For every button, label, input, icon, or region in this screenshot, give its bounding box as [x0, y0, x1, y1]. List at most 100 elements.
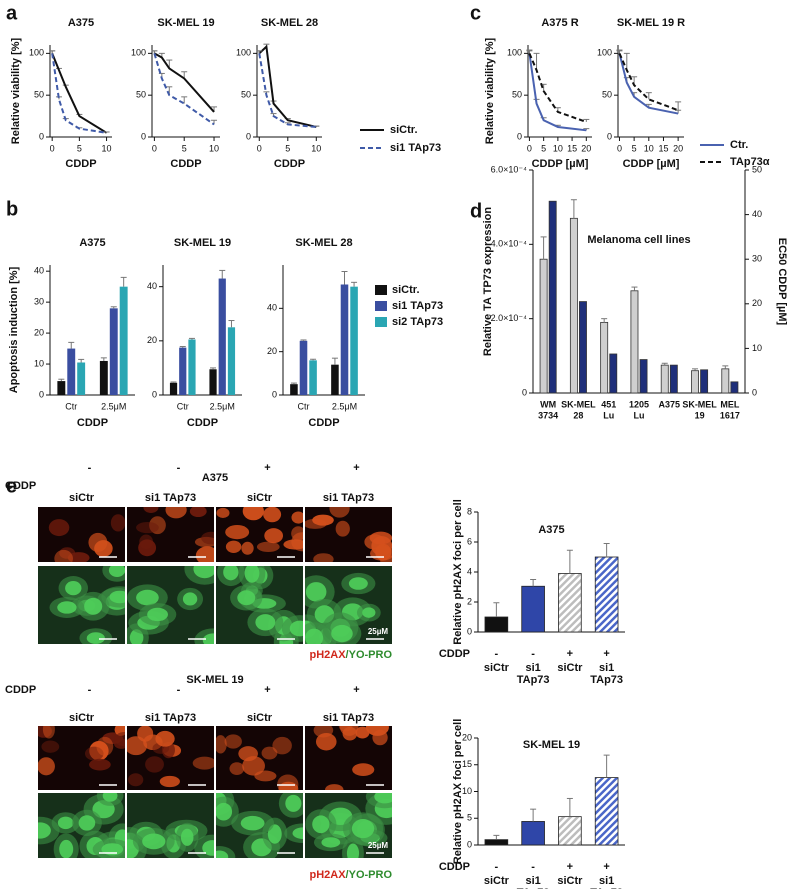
- nucleus: [346, 843, 360, 858]
- nucleus: [331, 624, 353, 643]
- y2-tick-label: 0: [752, 387, 757, 397]
- chart: SK-MEL 28 0 50 100 0 5 10 CDDP siCtr. si1 TAp73: [236, 17, 441, 170]
- x-tick-label: 20: [673, 143, 683, 153]
- bar: [67, 348, 76, 395]
- chart-title: Melanoma cell lines: [587, 234, 690, 246]
- bar: [169, 382, 178, 395]
- micrograph: [216, 726, 303, 790]
- bar: [209, 369, 217, 395]
- chart: A375 0 50 100 Relative viability [%] 0 5 10 CDDP: [10, 17, 112, 170]
- bar: [331, 364, 339, 395]
- cddp-sign: -: [495, 648, 499, 660]
- micrograph: [38, 566, 125, 644]
- bar: [484, 839, 509, 846]
- nucleus: [216, 735, 227, 754]
- nucleus: [145, 756, 164, 773]
- chart-title: SK-MEL 19: [174, 237, 231, 249]
- bar: [299, 340, 308, 395]
- nucleus: [138, 539, 157, 557]
- x-tick-label: 15: [567, 143, 577, 153]
- nucleus: [321, 837, 341, 848]
- cddp-sign: +: [264, 684, 270, 696]
- nucleus: [312, 815, 330, 834]
- x-tick-label: SK-MEL: [561, 399, 596, 409]
- nucleus: [263, 507, 282, 523]
- cddp-sign: +: [603, 648, 609, 660]
- y-tick-label: 20: [267, 346, 277, 356]
- legend-swatch: [375, 317, 387, 327]
- micrograph: [38, 793, 125, 858]
- micrograph: [127, 793, 214, 858]
- y-tick-label: 2: [467, 596, 472, 606]
- nucleus: [369, 531, 392, 545]
- x-tick-label: Lu: [603, 410, 614, 420]
- x-tick-label: Ctr: [177, 401, 189, 411]
- nucleus: [329, 507, 350, 518]
- chart-title: A375: [538, 524, 564, 536]
- nucleus: [96, 736, 114, 756]
- x-tick-label: A375: [659, 399, 681, 409]
- chart: Melanoma cell lines 0 2.0×10⁻⁴ 4.0×10⁻⁴ 6.0×…: [482, 164, 788, 420]
- y-tick-label: 50: [241, 90, 251, 100]
- nucleus: [110, 514, 125, 532]
- bar: [569, 217, 578, 394]
- chart: SK-MEL 19 0 50 100 0 5 10 CDDP: [131, 17, 220, 170]
- cddp-label: CDDP: [439, 648, 470, 660]
- cddp-sign: -: [177, 684, 181, 696]
- nucleus: [108, 566, 125, 577]
- x-tick-label: Ctr: [298, 401, 310, 411]
- x-tick-label: SK-MEL: [682, 399, 717, 409]
- x-tick-label: 0: [257, 143, 262, 153]
- bar: [600, 321, 609, 394]
- panel-label: b: [6, 198, 18, 220]
- nucleus: [225, 540, 242, 553]
- y-axis-label: Relative viability [%]: [10, 37, 22, 144]
- bar: [558, 816, 582, 846]
- cddp-sign: -: [531, 648, 535, 660]
- y-tick-label: 100: [29, 48, 44, 58]
- bar: [188, 339, 196, 395]
- x-tick-label: 19: [695, 410, 705, 420]
- line-series: [51, 53, 107, 134]
- nucleus: [313, 553, 334, 562]
- y-tick-label: 0: [39, 131, 44, 141]
- nucleus: [159, 775, 180, 788]
- chart-title: SK-MEL 19: [523, 739, 580, 751]
- x-tick-label: 5: [77, 143, 82, 153]
- stain-label: /YO-PRO: [346, 869, 393, 881]
- nucleus: [237, 590, 256, 606]
- y-tick-label: 0: [141, 131, 146, 141]
- legend-label: Ctr.: [730, 139, 748, 151]
- x-tick-label: 5: [632, 143, 637, 153]
- nucleus: [143, 507, 159, 513]
- x-tick-label: WM: [540, 399, 556, 409]
- y-tick-label: 30: [34, 297, 44, 307]
- nucleus: [277, 774, 299, 790]
- bar: [594, 556, 619, 633]
- panel-label: c: [470, 2, 481, 24]
- bar: [179, 347, 187, 395]
- nucleus: [256, 541, 280, 553]
- y-tick-label: 0: [39, 389, 44, 399]
- nucleus: [305, 518, 327, 529]
- line-series: [258, 53, 317, 128]
- micrograph: [305, 507, 392, 562]
- chart-title: SK-MEL 28: [295, 237, 352, 249]
- y-tick-label: 5: [467, 813, 472, 823]
- chart: SK-MEL 28 0 20 40 Ctr 2.5μM CDDP siCtr. si1 TAp7…: [267, 237, 443, 429]
- y-tick-label: 0: [517, 131, 522, 141]
- x-axis-label: CDDP [µM]: [532, 158, 589, 170]
- y2-tick-label: 10: [752, 343, 762, 353]
- cddp-sign: +: [353, 462, 359, 474]
- x-tick-label: 2.5μM: [210, 401, 235, 411]
- nucleus: [375, 543, 392, 561]
- y-tick-label: 0: [152, 389, 157, 399]
- bar: [669, 364, 678, 394]
- column-label: siCtr: [69, 492, 95, 504]
- bar: [309, 360, 317, 395]
- y-tick-label: 4: [467, 566, 472, 576]
- panel-label: d: [470, 200, 482, 222]
- micrograph: [216, 566, 303, 644]
- bar: [119, 286, 128, 395]
